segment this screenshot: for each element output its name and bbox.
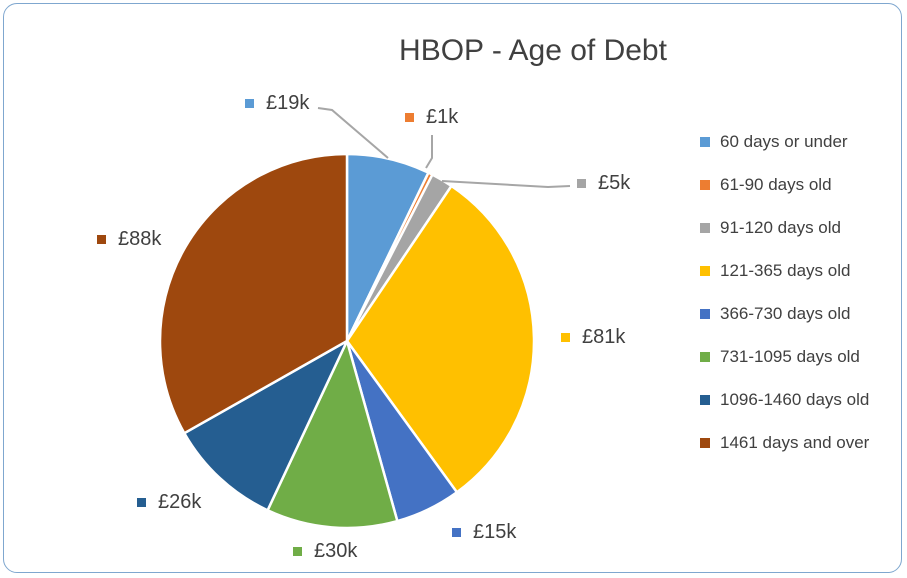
legend-label: 1461 days and over [720,432,870,452]
legend-label: 731-1095 days old [720,346,860,366]
data-label-text: £26k [158,491,202,513]
legend-swatch [700,351,710,362]
legend-label: 60 days or under [720,132,848,152]
data-label-swatch [293,547,302,556]
legend-item-366-730-days-old: 366-730 days old [700,293,905,336]
legend-swatch [700,394,710,405]
pie-slice-1096-1460-days-old [182,337,350,512]
legend-label: 1096-1460 days old [720,389,870,409]
legend-swatch [700,223,710,234]
legend-item-1096-1460-days-old: 1096-1460 days old [700,378,905,421]
data-label-swatch [97,235,106,244]
legend-item-731-1095-days-old: 731-1095 days old [700,335,905,378]
legend-item-60-days-or-under: 60 days or under [700,121,905,164]
legend-swatch [700,437,710,448]
data-label-1096-1460-days-old: £26k [137,491,201,514]
pie-slice-731-1095-days-old [265,337,399,530]
leader-line-61-90-days-old [425,135,433,169]
data-label-swatch [561,333,570,342]
legend-label: 61-90 days old [720,175,832,195]
data-label-swatch [245,99,254,108]
leader-line-60-days-or-under [317,107,389,159]
legend-swatch [700,309,710,319]
data-label-text: £88k [118,228,162,250]
legend-label: 121-365 days old [720,261,851,281]
legend-swatch [700,180,710,191]
legend-label: 91-120 days old [720,218,841,238]
data-label-60-days-or-under: £19k [245,92,309,115]
data-label-swatch [452,528,461,537]
legend-item-61-90-days-old: 61-90 days old [700,164,905,207]
data-label-366-730-days-old: £15k [452,521,516,544]
chart-title: HBOP - Age of Debt [399,34,667,67]
leader-line-91-120-days-old [441,180,571,189]
legend-label: 366-730 days old [720,304,851,323]
data-label-swatch [577,179,586,188]
data-label-121-365-days-old: £81k [561,326,625,349]
pie-slice-121-365-days-old [345,184,536,495]
data-label-text: £5k [598,172,631,194]
data-label-61-90-days-old: £1k [405,106,458,129]
data-label-1461-days-and-over: £88k [97,228,161,251]
chart-legend: 60 days or under 61-90 days old 91-120 day… [700,121,905,464]
legend-item-1461-days-and-over: 1461 days and over [700,421,905,464]
data-label-text: £81k [582,326,626,348]
data-label-91-120-days-old: £5k [577,172,630,195]
data-label-text: £30k [314,540,358,562]
data-label-text: £19k [266,92,310,114]
data-label-731-1095-days-old: £30k [293,540,357,563]
legend-item-91-120-days-old: 91-120 days old [700,207,905,250]
pie-slice-1461-days-and-over [158,152,349,435]
data-label-swatch [137,498,146,507]
legend-swatch [700,266,710,277]
legend-item-121-365-days-old: 121-365 days old [700,250,905,293]
legend-swatch [700,137,710,148]
data-label-swatch [405,113,414,122]
data-label-text: £15k [473,521,517,543]
data-label-text: £1k [426,106,459,128]
